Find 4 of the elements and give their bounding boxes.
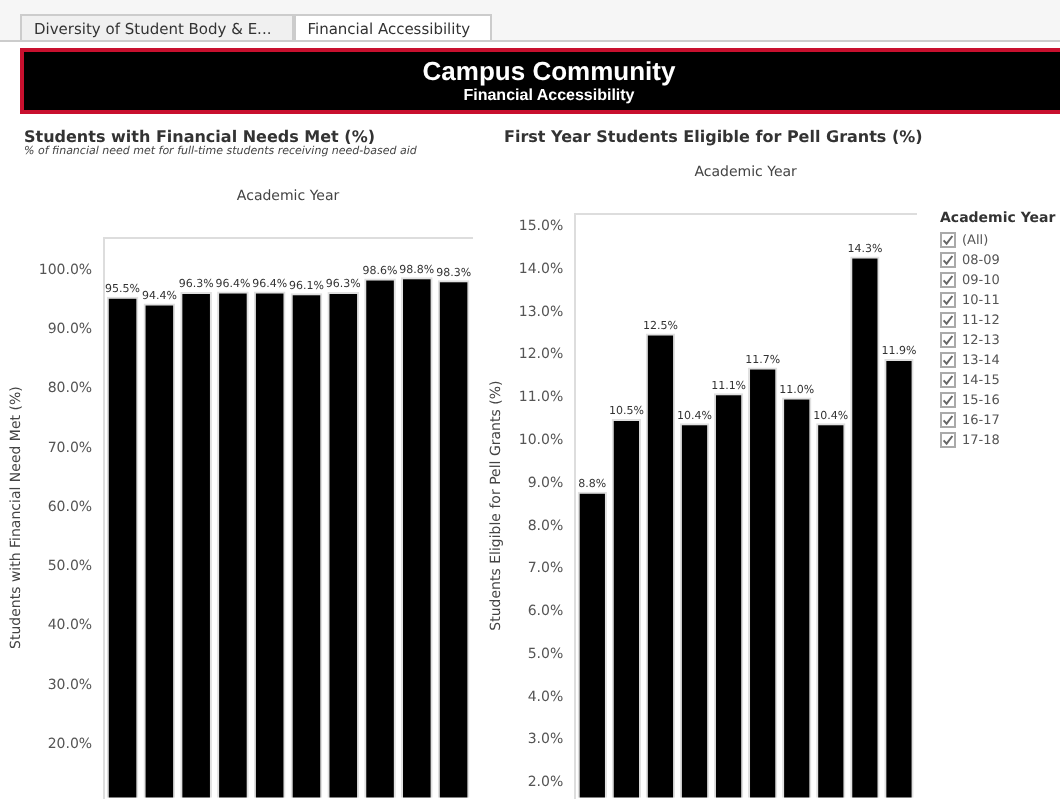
chart-title: First Year Students Eligible for Pell Grants (%) — [504, 128, 924, 146]
chart-title: Students with Financial Needs Met (%) — [24, 128, 375, 146]
text: Financial Accessibility — [461, 86, 637, 106]
text: Campus Community — [420, 56, 678, 86]
